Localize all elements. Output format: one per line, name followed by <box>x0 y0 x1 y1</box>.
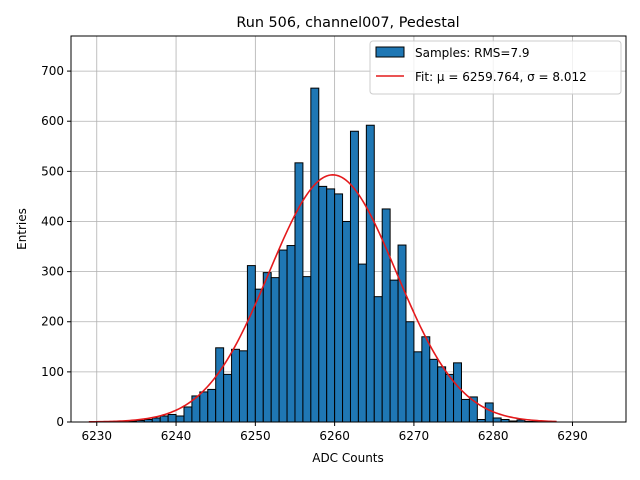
histogram-bar <box>167 413 177 423</box>
x-tick-label: 6250 <box>240 429 271 443</box>
histogram-bar <box>215 347 225 423</box>
histogram-bar <box>207 388 217 423</box>
y-tick-label: 200 <box>41 315 64 329</box>
histogram-bar <box>159 415 169 423</box>
y-tick-label: 500 <box>41 164 64 178</box>
legend-box <box>369 40 622 95</box>
x-tick-label: 6240 <box>161 429 192 443</box>
chart-title: Run 506, channel007, Pedestal <box>236 15 459 31</box>
histogram-bar <box>286 245 296 423</box>
histogram-bar <box>302 276 312 423</box>
y-tick-label: 700 <box>41 64 64 78</box>
histogram-bar <box>326 188 336 423</box>
histogram-bar <box>199 391 209 423</box>
fit-curve <box>88 174 557 423</box>
histogram-bar <box>365 124 375 423</box>
x-tick-label: 6280 <box>478 429 509 443</box>
histogram-bar <box>262 272 272 423</box>
histogram-bar <box>318 185 328 423</box>
histogram-bar <box>151 417 161 423</box>
histogram-bar <box>246 265 256 423</box>
histogram-bar <box>349 130 359 423</box>
x-tick-label: 6230 <box>81 429 112 443</box>
histogram-bar <box>421 336 431 423</box>
histogram-bar <box>413 351 423 423</box>
y-tick-label: 300 <box>41 265 64 279</box>
histogram-bar <box>238 350 248 423</box>
histogram-bar <box>445 373 455 423</box>
x-tick-label: 6260 <box>319 429 350 443</box>
histogram-bar <box>389 279 399 423</box>
y-tick-label: 0 <box>56 415 64 429</box>
legend-samples-label: Samples: RMS=7.9 <box>415 46 530 60</box>
histogram-bar <box>460 398 470 423</box>
histogram-bar <box>334 193 344 423</box>
plot-frame <box>70 35 627 423</box>
histogram-bar <box>437 366 447 423</box>
histogram-bar <box>175 415 185 423</box>
x-tick-label: 6270 <box>399 429 430 443</box>
histogram-bar <box>270 277 280 423</box>
x-tick-label: 6290 <box>557 429 588 443</box>
histogram-bar <box>453 362 462 423</box>
histogram-bar <box>357 263 367 423</box>
legend-fit-label: Fit: μ = 6259.764, σ = 8.012 <box>415 70 587 84</box>
x-axis-label: ADC Counts <box>312 451 384 465</box>
y-tick-label: 600 <box>41 114 64 128</box>
legend-samples-swatch <box>375 46 405 58</box>
histogram-bar <box>484 402 494 423</box>
histogram-bar <box>397 244 407 423</box>
y-axis-label: Entries <box>15 208 29 250</box>
legend: Samples: RMS=7.9 Fit: μ = 6259.764, σ = … <box>369 40 622 95</box>
y-axis-ticks: 0 100 200 300 400 500 600 700 <box>41 64 71 429</box>
histogram-bar <box>373 296 383 423</box>
y-tick-label: 400 <box>41 214 64 228</box>
histogram-bar <box>254 288 264 423</box>
histogram-bar <box>429 358 439 423</box>
histogram-bar <box>183 406 193 423</box>
histogram-bar <box>223 373 233 423</box>
y-tick-label: 100 <box>41 365 64 379</box>
x-axis-ticks: 6230 6240 6250 6260 6270 6280 6290 <box>81 422 588 443</box>
histogram-bar <box>310 87 320 423</box>
histogram-bar <box>492 417 502 423</box>
histogram-bar <box>342 220 351 423</box>
histogram-bar <box>405 321 415 423</box>
histogram-bar <box>231 348 240 423</box>
histogram-bar <box>278 249 288 423</box>
